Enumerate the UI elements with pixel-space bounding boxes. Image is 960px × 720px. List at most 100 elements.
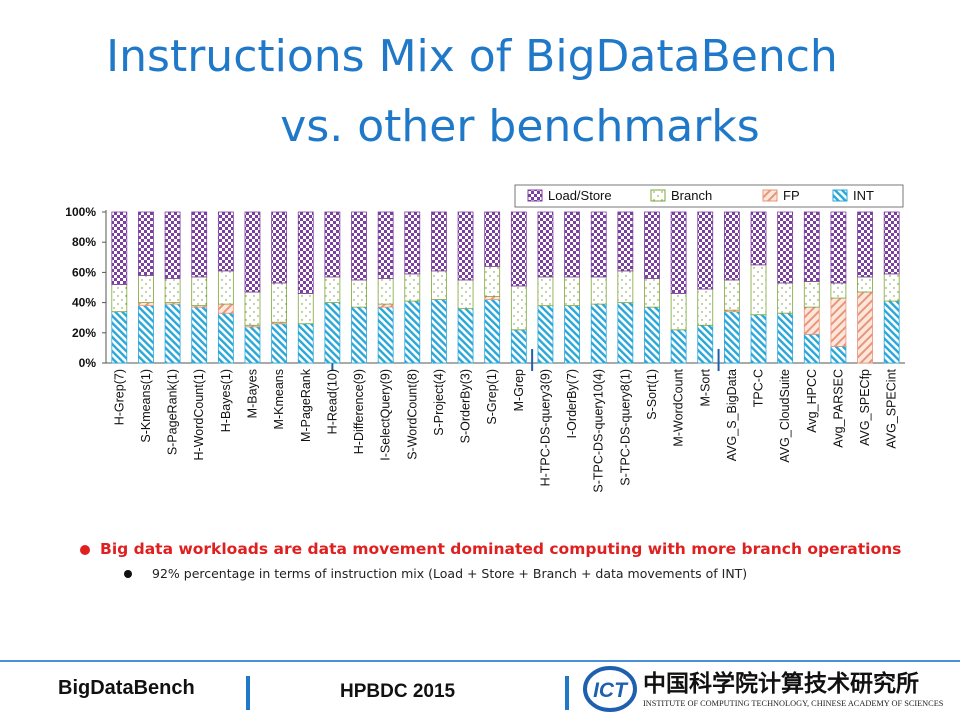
x-tick-label: H-Grep(7) — [112, 369, 126, 425]
bar-segment-int — [191, 306, 208, 364]
ict-logo-ring — [583, 666, 637, 712]
x-tick-label: H-WordCount(1) — [192, 369, 206, 460]
bar-segment-branch — [750, 264, 767, 316]
bar-segment-branch — [883, 273, 900, 302]
bar-segment-load-store — [431, 211, 447, 272]
bar-segment-fp — [803, 306, 820, 335]
bar-segment-int — [830, 345, 847, 364]
bullet-list: Big data workloads are data movement dom… — [78, 538, 918, 583]
x-tick-label: S-Kmeans(1) — [139, 369, 153, 443]
bar-segment-int — [803, 333, 820, 364]
bar-segment-branch — [191, 276, 208, 307]
bar-segment-int — [297, 323, 314, 364]
bar-segment-int — [617, 302, 634, 364]
bar-segment-branch — [324, 276, 341, 304]
bar-segment-load-store — [777, 211, 794, 284]
bar-segment-load-store — [750, 211, 767, 266]
bar-segment-branch — [111, 284, 128, 313]
footer-project-name: BigDataBench — [58, 677, 195, 699]
x-tick-label: S-TPC-DS-query8(1) — [618, 369, 632, 486]
bar-segment-branch — [537, 276, 554, 307]
bar-segment-fp — [857, 291, 873, 364]
x-tick-label: H-TPC-DS-query3(9) — [538, 369, 552, 486]
ict-logo: ICT 中国科学院计算技术研究所 INSTITUTE OF COMPUTING … — [583, 666, 943, 712]
x-tick-label: S-Project(4) — [432, 369, 446, 436]
bar-segment-load-store — [164, 211, 181, 279]
x-tick-label: H-Bayes(1) — [219, 369, 233, 432]
bar-segment-load-store — [723, 211, 740, 281]
bar-segment-load-store — [697, 211, 714, 290]
bullet-main-text: Big data workloads are data movement dom… — [100, 540, 902, 558]
legend-label-load-store: Load/Store — [548, 188, 612, 203]
bar-segment-branch — [590, 276, 607, 305]
bar-segment-load-store — [883, 211, 900, 275]
bar-segment-load-store — [484, 211, 501, 267]
bar-segment-load-store — [537, 211, 554, 278]
footer-divider — [0, 660, 960, 662]
bar-segment-branch — [431, 270, 447, 300]
bar-segment-branch — [244, 291, 261, 326]
bar-segment-load-store — [404, 211, 421, 275]
bar-segment-int — [510, 329, 527, 364]
bar-segment-branch — [723, 279, 740, 311]
bar-segment-int — [111, 311, 128, 364]
x-tick-label: S-Sort(1) — [645, 369, 659, 420]
x-tick-label: S-Grep(1) — [485, 369, 499, 425]
x-tick-label: Avg_PARSEC — [831, 369, 845, 448]
x-tick-label: M-Sort — [698, 368, 712, 406]
ict-logo-mark: ICT — [593, 679, 629, 702]
bullet-dot — [80, 545, 90, 555]
bar-segment-branch — [803, 281, 820, 308]
bar-segment-fp — [484, 296, 501, 300]
bar-segment-branch — [484, 265, 501, 297]
bar-segment-branch — [164, 278, 181, 304]
bar-segment-int — [431, 299, 447, 364]
x-tick-label: AVG_SPECint — [885, 368, 899, 448]
y-tick-label: 40% — [72, 296, 96, 310]
y-tick-label: 0% — [79, 356, 97, 370]
bar-segment-int — [723, 311, 740, 364]
bar-segment-int — [377, 306, 394, 364]
bar-segment-int — [564, 305, 580, 364]
bar-segment-fp — [138, 302, 154, 307]
bar-segment-fp — [217, 303, 234, 314]
x-tick-label: TPC-C — [752, 369, 766, 407]
legend-swatch-branch — [650, 189, 666, 202]
bar-segment-load-store — [351, 211, 367, 281]
x-tick-label: I-SelectQuery(9) — [379, 369, 393, 461]
legend-label-fp: FP — [783, 188, 800, 203]
x-tick-label: S-PageRank(1) — [166, 369, 180, 455]
x-tick-label: S-TPC-DS-query10(4) — [592, 369, 606, 493]
x-tick-label: Avg_HPCC — [805, 369, 819, 433]
bar-segment-int — [244, 326, 261, 364]
x-tick-label: S-WordCount(8) — [405, 369, 419, 460]
bar-segment-load-store — [617, 211, 634, 272]
x-tick-label: S-OrderBy(3) — [459, 369, 473, 443]
legend-label-int: INT — [853, 188, 874, 203]
bar-segment-branch — [377, 278, 394, 305]
legend-swatch-int — [832, 189, 848, 202]
y-tick-label: 20% — [72, 326, 96, 340]
bullet-main: Big data workloads are data movement dom… — [78, 538, 918, 561]
instruction-mix-chart: 0% 20% 40% 60% 80% 100% H-Grep(7) S-Kmeans(1) S… — [65, 184, 905, 493]
bar-segment-load-store — [830, 211, 847, 284]
bar-segment-int — [697, 324, 714, 364]
bar-segment-int — [457, 308, 474, 364]
bar-segment-int — [484, 299, 501, 364]
x-tick-label: M-Bayes — [245, 369, 259, 418]
bar-segment-branch — [564, 276, 580, 307]
footer-separator-right — [565, 676, 569, 710]
slide-title-line2: vs. other benchmarks — [280, 101, 760, 152]
bar-segment-branch — [510, 285, 527, 331]
bar-segment-int — [324, 302, 341, 364]
ict-logo-english-name: INSTITUTE OF COMPUTING TECHNOLOGY, CHINE… — [643, 699, 943, 708]
x-tick-label: AVG_S_BigData — [725, 369, 739, 461]
bar-segment-load-store — [324, 211, 341, 278]
bar-segment-branch — [297, 293, 314, 325]
bar-segment-branch — [404, 273, 421, 302]
footer-conference: HPBDC 2015 — [340, 681, 456, 702]
x-tick-label: AVG_SPECfp — [858, 369, 872, 446]
bar-segment-branch — [830, 282, 847, 299]
bar-segment-load-store — [510, 211, 527, 287]
bar-segment-int — [537, 305, 554, 364]
